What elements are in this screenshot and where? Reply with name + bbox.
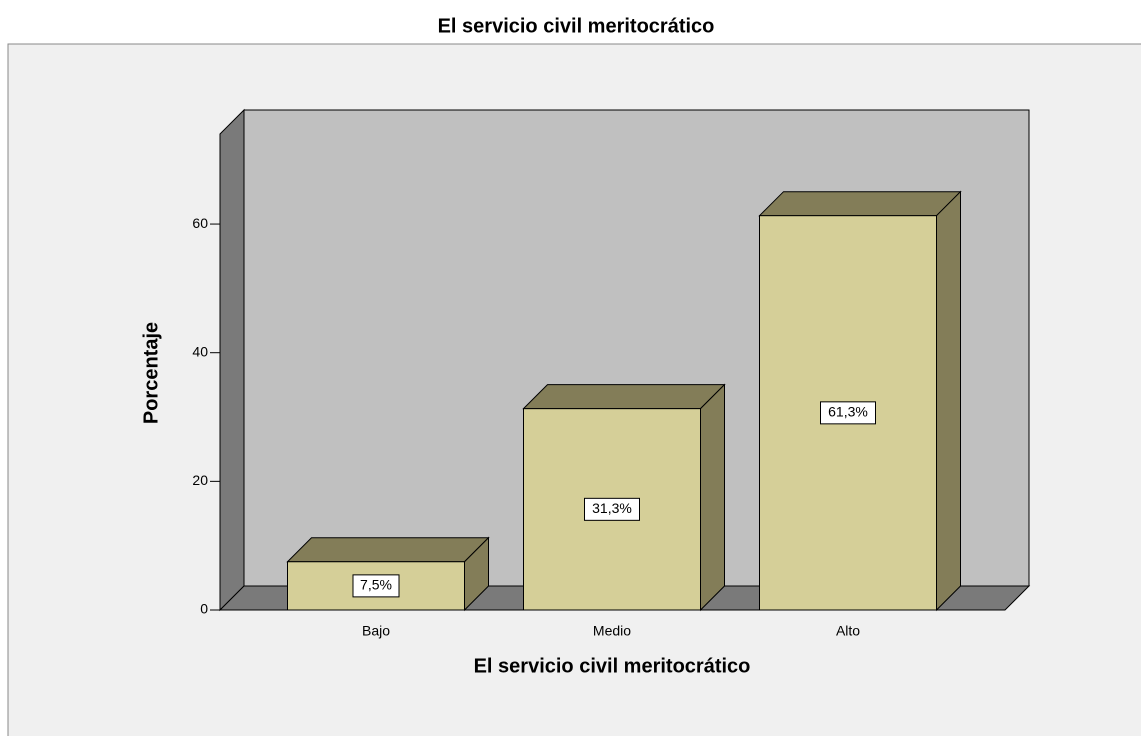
bar-top (522, 384, 726, 410)
bar (522, 383, 726, 612)
y-tick-label: 20 (192, 472, 208, 488)
bar (286, 536, 490, 612)
value-label: 31,3% (592, 500, 632, 516)
chart-title: El servicio civil meritocrático (438, 15, 715, 37)
bar-side (936, 190, 961, 612)
x-tick-label: Alto (836, 623, 860, 639)
value-label-box (584, 497, 640, 521)
y-tick-label: 40 (192, 343, 208, 359)
value-label: 7,5% (360, 577, 392, 593)
x-axis-title: El servicio civil meritocrático (474, 655, 751, 677)
bar-top (286, 537, 490, 563)
y-tick-label: 0 (200, 601, 208, 617)
bar-top (758, 191, 962, 217)
y-tick-label: 60 (192, 215, 208, 231)
value-label: 61,3% (828, 404, 868, 420)
y-axis-title: Porcentaje (140, 322, 162, 424)
value-label-box (352, 574, 400, 598)
bar (758, 190, 962, 612)
bar-side (700, 383, 725, 612)
value-label-box (820, 401, 876, 425)
x-tick-label: Medio (593, 623, 631, 639)
left-wall (219, 108, 245, 612)
x-tick-label: Bajo (362, 623, 390, 639)
